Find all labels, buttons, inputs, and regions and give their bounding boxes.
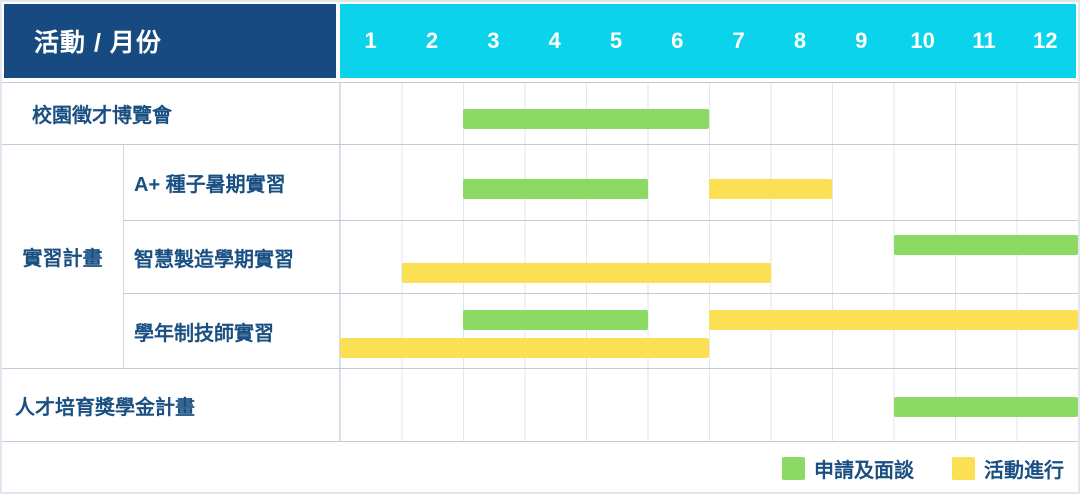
group-internship: 實習計畫 A+ 種子暑期實習 智慧製造學期實習 學 (2, 144, 1078, 368)
row-label-cell: A+ 種子暑期實習 (124, 145, 340, 220)
row-label: 智慧製造學期實習 (134, 248, 294, 271)
row-timeline (340, 369, 1078, 441)
row-timeline (340, 221, 1078, 293)
gantt-bar-ongoing (709, 179, 832, 199)
month-label: 6 (671, 28, 684, 53)
month-label: 11 (972, 28, 996, 53)
legend-item-ongoing: 活動進行 (952, 454, 1064, 483)
group-rows: A+ 種子暑期實習 智慧製造學期實習 學年制技師實習 (124, 145, 1078, 368)
chart-title: 活動 / 月份 (34, 29, 162, 57)
row-aplus-summer-internship: A+ 種子暑期實習 (124, 145, 1078, 220)
legend-item-apply: 申請及面談 (782, 454, 914, 483)
gantt-bar-apply (463, 179, 648, 199)
row-campus-fair: 校園徵才博覽會 (2, 82, 1078, 144)
row-label-cell: 智慧製造學期實習 (124, 221, 340, 293)
month-label: 1 (364, 28, 377, 53)
chart-header: 活動 / 月份 1 2 3 4 5 6 7 8 9 10 11 12 (2, 2, 1078, 82)
row-academic-year-technician-internship: 學年制技師實習 (124, 293, 1078, 368)
gantt-bar-apply (893, 235, 1078, 255)
month-label: 9 (855, 28, 868, 53)
legend-swatch-apply (782, 456, 805, 480)
legend-label-apply: 申請及面談 (814, 459, 914, 482)
row-label: A+ 種子暑期實習 (134, 174, 286, 196)
month-label: 8 (793, 28, 807, 53)
row-label: 校園徵才博覽會 (32, 105, 172, 127)
legend: 申請及面談 活動進行 (2, 442, 1078, 492)
row-smart-mfg-semester-internship: 智慧製造學期實習 (124, 220, 1078, 293)
month-label: 7 (732, 28, 745, 53)
gantt-body: 校園徵才博覽會 實習計畫 A+ 種子暑期實習 智慧製造學期實習 (2, 82, 1078, 442)
row-label-cell: 人才培育獎學金計畫 (2, 369, 340, 441)
month-label: 4 (548, 28, 561, 53)
gantt-bar-apply (463, 310, 648, 330)
month-label: 10 (910, 28, 935, 53)
gantt-bar-apply (893, 397, 1078, 417)
gantt-bar-ongoing (709, 310, 1078, 330)
row-label: 學年制技師實習 (134, 322, 274, 345)
row-label-cell: 學年制技師實習 (124, 294, 340, 368)
month-header: 1 2 3 4 5 6 7 8 9 10 11 12 (340, 4, 1076, 78)
gantt-bar-apply (463, 109, 709, 129)
row-talent-scholarship: 人才培育獎學金計畫 (2, 368, 1078, 441)
gantt-bar-ongoing (340, 338, 709, 358)
row-timeline (340, 294, 1078, 368)
header-title-cell: 活動 / 月份 (4, 4, 336, 78)
row-timeline (340, 145, 1078, 220)
month-label: 2 (425, 28, 439, 53)
row-label: 人才培育獎學金計畫 (15, 396, 195, 419)
legend-label-ongoing: 活動進行 (984, 459, 1064, 482)
month-label: 5 (609, 28, 623, 53)
group-label-cell: 實習計畫 (2, 145, 124, 368)
legend-swatch-ongoing (952, 456, 975, 480)
gantt-bar-ongoing (401, 263, 771, 283)
row-timeline (340, 83, 1078, 144)
month-label: 12 (1033, 28, 1058, 53)
group-label: 實習計畫 (22, 248, 103, 270)
row-label-cell: 校園徵才博覽會 (2, 83, 340, 144)
month-label: 3 (487, 28, 500, 53)
